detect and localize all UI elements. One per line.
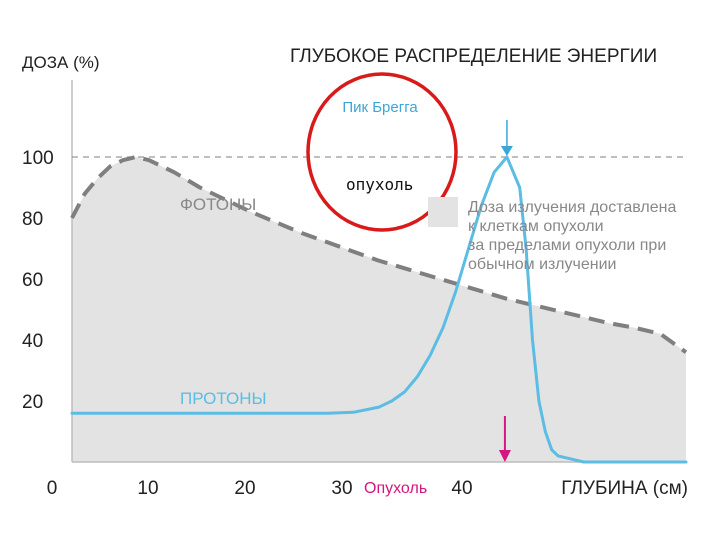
series-label-photons: ФОТОНЫ [180,195,256,214]
legend-text-line: Доза излучения доставлена [468,199,676,216]
x-axis-title: ГЛУБИНА (см) [561,478,688,499]
bragg-arrow-head [500,146,513,156]
annotations-group: ФОТОНЫ ПРОТОНЫ Пик Брегга опухоль Опухоль [180,72,513,497]
x-tick-label: 40 [451,478,472,499]
tumor-arrow-head [498,450,511,462]
photon-area-fill [72,157,686,462]
bragg-peak-label: Пик Брегга [342,99,418,116]
legend-text-line: к клеткам опухоли [468,218,604,235]
legend-text-line: обычном излучении [468,256,616,273]
series-label-protons: ПРОТОНЫ [180,389,267,408]
x-tick-label: 20 [234,478,255,499]
tumor-marker-label: Опухоль [364,480,427,497]
y-tick-label: 40 [22,331,43,352]
photon-dose-line [70,155,688,354]
tumor-handwritten-label: опухоль [346,175,413,194]
x-tick-label: 30 [331,478,352,499]
y-tick-label: 100 [22,148,54,169]
x-tick-label: 10 [137,478,158,499]
legend-text-line: за пределами опухоли при [468,237,666,254]
y-axis-title: ДОЗА (%) [22,53,100,72]
proton-dose-line [70,155,688,464]
series-lines-group [70,155,688,464]
y-tick-label: 20 [22,392,43,413]
y-tick-label: 60 [22,270,43,291]
chart-title: ГЛУБОКОЕ РАСПРЕДЕЛЕНИЕ ЭНЕРГИИ [290,46,657,67]
highlight-circle [306,72,458,232]
photon-area-fill-group [72,157,686,462]
legend-swatch [428,197,458,227]
x-tick-label: 0 [47,478,58,499]
tick-labels-group: 20 40 60 80 100 0 10 20 30 40 ДОЗА (%) ГЛУБОКОЕ РАС… [22,46,688,499]
legend-group: Доза излучения доставлена к клеткам опухо… [428,197,676,273]
y-tick-label: 80 [22,209,43,230]
